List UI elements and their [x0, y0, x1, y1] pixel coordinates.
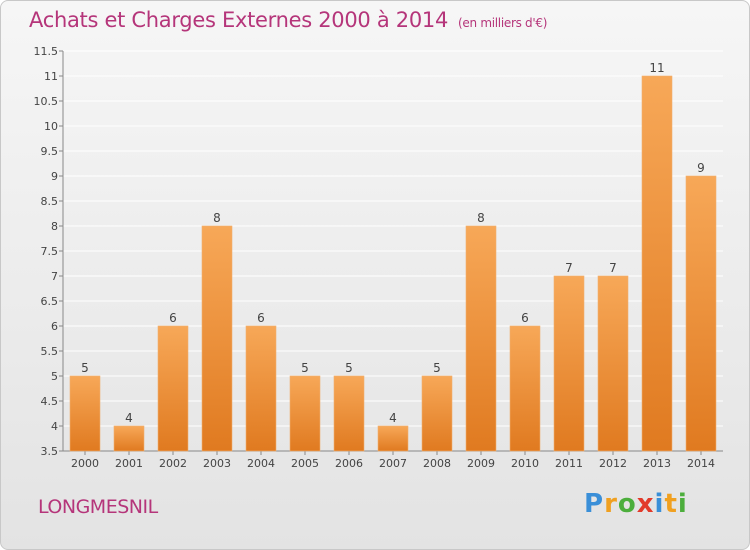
data-label: 5 — [433, 361, 441, 375]
logo-letter: o — [617, 489, 637, 519]
chart-title: Achats et Charges Externes 2000 à 2014 (e… — [29, 8, 547, 32]
y-tick-label: 7.5 — [41, 245, 59, 258]
logo-letter: r — [604, 489, 618, 519]
y-tick-label: 10.5 — [34, 95, 59, 108]
x-tick-label: 2003 — [203, 457, 231, 470]
data-label: 8 — [477, 211, 485, 225]
bar-2005 — [289, 375, 321, 452]
data-label: 4 — [125, 411, 133, 425]
data-label: 8 — [213, 211, 221, 225]
data-label: 5 — [81, 361, 89, 375]
y-tick-label: 11 — [44, 70, 58, 83]
x-tick-label: 2001 — [115, 457, 143, 470]
y-tick-label: 7 — [51, 270, 58, 283]
logo-letter: t — [664, 489, 678, 519]
data-label: 4 — [389, 411, 397, 425]
bars — [69, 75, 717, 452]
y-tick-label: 8.5 — [41, 195, 59, 208]
x-tick-label: 2014 — [687, 457, 715, 470]
y-tick-label: 4.5 — [41, 395, 59, 408]
x-tick-label: 2012 — [599, 457, 627, 470]
data-label: 11 — [649, 61, 664, 75]
data-label: 5 — [301, 361, 309, 375]
y-tick-label: 8 — [51, 220, 58, 233]
location-name: LONGMESNIL — [38, 496, 158, 518]
x-tick-label: 2002 — [159, 457, 187, 470]
y-tick-label: 11.5 — [34, 45, 59, 58]
logo-letter: i — [654, 489, 665, 519]
bar-2010 — [509, 325, 541, 452]
bar-2012 — [597, 275, 629, 452]
tick-labels: 3.5 4 4.5 5 5.5 6 6.5 7 7.5 8 8.5 9 9.5 10 10.5 11 11.5 2… — [34, 45, 716, 470]
bar-2013 — [641, 75, 673, 452]
y-tick-label: 4 — [51, 420, 58, 433]
x-tick-label: 2008 — [423, 457, 451, 470]
x-tick-label: 2005 — [291, 457, 319, 470]
data-label: 6 — [257, 311, 265, 325]
logo-letter: x — [636, 489, 655, 519]
bar-2003 — [201, 225, 233, 452]
bar-2007 — [377, 425, 409, 452]
x-tick-label: 2000 — [71, 457, 99, 470]
bar-2011 — [553, 275, 585, 452]
data-labels: 5 4 6 8 6 5 5 4 5 8 6 7 7 11 9 — [81, 61, 705, 425]
bar-2001 — [113, 425, 145, 452]
x-tick-label: 2004 — [247, 457, 275, 470]
y-tick-label: 5 — [51, 370, 58, 383]
bar-2009 — [465, 225, 497, 452]
x-tick-label: 2011 — [555, 457, 583, 470]
chart-title-text: Achats et Charges Externes 2000 à 2014 — [29, 8, 449, 32]
x-tick-label: 2007 — [379, 457, 407, 470]
y-tick-label: 6.5 — [41, 295, 59, 308]
y-tick-label: 3.5 — [41, 445, 59, 458]
y-tick-label: 5.5 — [41, 345, 59, 358]
data-label: 9 — [697, 161, 705, 175]
bar-2002 — [157, 325, 189, 452]
logo-letter: P — [584, 489, 605, 519]
y-tick-label: 6 — [51, 320, 58, 333]
proxiti-logo: Proxiti — [584, 489, 688, 519]
x-tick-label: 2010 — [511, 457, 539, 470]
bar-2000 — [69, 375, 101, 452]
data-label: 6 — [169, 311, 177, 325]
bar-2008 — [421, 375, 453, 452]
logo-letter: i — [677, 489, 688, 519]
bar-2004 — [245, 325, 277, 452]
data-label: 7 — [565, 261, 573, 275]
data-label: 6 — [521, 311, 529, 325]
data-label: 7 — [609, 261, 617, 275]
x-tick-label: 2006 — [335, 457, 363, 470]
x-tick-label: 2013 — [643, 457, 671, 470]
y-tick-label: 9.5 — [41, 145, 59, 158]
chart-subtitle: (en milliers d'€) — [458, 16, 548, 30]
data-label: 5 — [345, 361, 353, 375]
bar-2014 — [685, 175, 717, 452]
y-tick-label: 9 — [51, 170, 58, 183]
bar-2006 — [333, 375, 365, 452]
y-tick-label: 10 — [44, 120, 58, 133]
x-tick-label: 2009 — [467, 457, 495, 470]
